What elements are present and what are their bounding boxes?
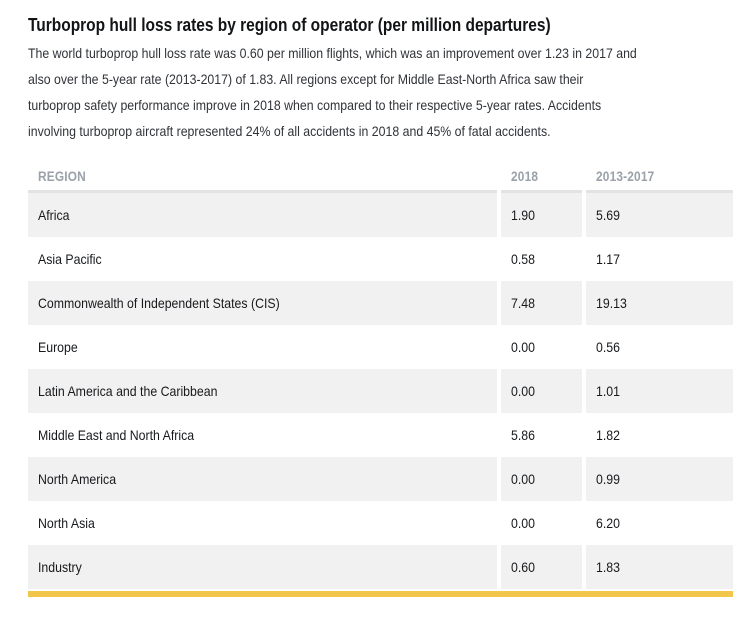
table-row: Industry 0.60 1.83 (28, 545, 733, 589)
table-row: Commonwealth of Independent States (CIS)… (28, 281, 733, 325)
table-row: Asia Pacific 0.58 1.17 (28, 237, 733, 281)
column-header-2013-2017: 2013-2017 (586, 163, 733, 193)
rate-2018-cell: 5.86 (511, 427, 535, 443)
rate-5yr-cell: 1.82 (596, 427, 620, 443)
rate-2018-cell: 1.90 (501, 193, 582, 237)
rate-5yr-cell: 5.69 (586, 193, 733, 237)
rate-5yr-cell: 0.56 (596, 339, 620, 355)
report-section: Turboprop hull loss rates by region of o… (0, 13, 752, 597)
page-title-text: Turboprop hull loss rates by region of o… (28, 15, 551, 35)
table-row: Latin America and the Caribbean 0.00 1.0… (28, 369, 733, 413)
table-row: North Asia 0.00 6.20 (28, 501, 733, 545)
page-title: Turboprop hull loss rates by region of o… (28, 13, 733, 37)
rate-5yr-cell: 19.13 (586, 281, 733, 325)
paragraph-line: The world turboprop hull loss rate was 0… (28, 45, 637, 61)
rate-5yr-cell: 6.20 (596, 515, 620, 531)
rate-2018-cell: 0.00 (501, 369, 582, 413)
region-cell: Africa (28, 193, 497, 237)
accent-bar (28, 591, 733, 597)
table-row: Middle East and North Africa 5.86 1.82 (28, 413, 733, 457)
region-cell: North Asia (38, 515, 95, 531)
rate-2018-cell: 0.00 (511, 515, 535, 531)
region-cell: Middle East and North Africa (38, 427, 195, 443)
region-cell: Europe (38, 339, 78, 355)
paragraph-line: involving turboprop aircraft represented… (28, 123, 551, 139)
rate-5yr-cell: 0.99 (586, 457, 733, 501)
table-header-row: REGION 2018 2013-2017 (28, 163, 733, 193)
rate-5yr-cell: 1.83 (586, 545, 733, 589)
intro-paragraph: The world turboprop hull loss rate was 0… (28, 40, 733, 144)
region-cell: Latin America and the Caribbean (28, 369, 497, 413)
rate-2018-cell: 0.00 (511, 339, 535, 355)
rate-5yr-cell: 1.01 (586, 369, 733, 413)
loss-rate-table: REGION 2018 2013-2017 Africa 1.90 5.69 A… (28, 163, 733, 597)
region-cell: North America (28, 457, 497, 501)
region-cell: Commonwealth of Independent States (CIS) (28, 281, 497, 325)
rate-2018-cell: 0.60 (501, 545, 582, 589)
table-row: Africa 1.90 5.69 (28, 193, 733, 237)
region-cell: Industry (28, 545, 497, 589)
region-cell: Asia Pacific (38, 251, 102, 267)
rate-2018-cell: 0.58 (511, 251, 535, 267)
paragraph-line: also over the 5-year rate (2013-2017) of… (28, 71, 584, 87)
rate-2018-cell: 0.00 (501, 457, 582, 501)
table-row: North America 0.00 0.99 (28, 457, 733, 501)
table-row: Europe 0.00 0.56 (28, 325, 733, 369)
paragraph-line: turboprop safety performance improve in … (28, 97, 602, 113)
rate-2018-cell: 7.48 (501, 281, 582, 325)
rate-5yr-cell: 1.17 (596, 251, 620, 267)
column-header-2018: 2018 (501, 163, 582, 193)
column-header-region: REGION (28, 163, 497, 193)
